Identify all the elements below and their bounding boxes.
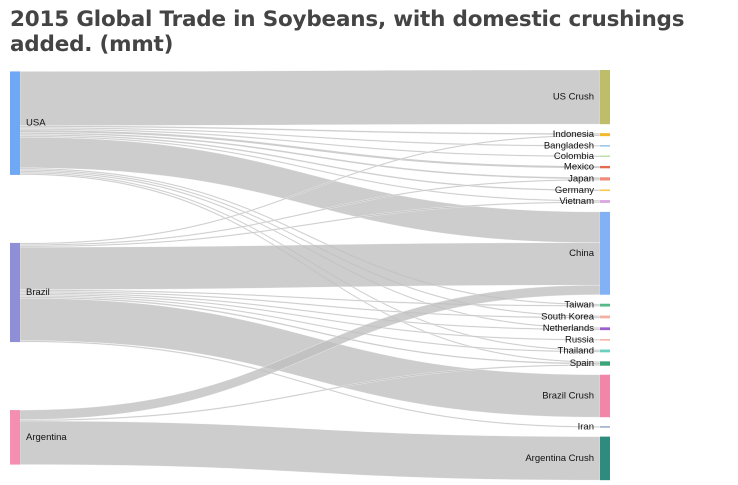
flow-brazil-to-brazil-crush[interactable] bbox=[19, 298, 601, 418]
flow-usa-to-mexico[interactable] bbox=[19, 129, 601, 169]
node-label-netherlands: Netherlands bbox=[543, 323, 594, 334]
node-vietnam[interactable] bbox=[600, 200, 610, 203]
node-label-usa: USA bbox=[26, 118, 46, 129]
node-label-colombia: Colombia bbox=[554, 151, 595, 162]
node-mexico[interactable] bbox=[600, 165, 610, 169]
node-usa[interactable] bbox=[10, 71, 20, 175]
sankey-nodes bbox=[10, 70, 610, 481]
node-label-vietnam: Vietnam bbox=[559, 196, 594, 207]
node-netherlands[interactable] bbox=[600, 327, 610, 331]
node-spain[interactable] bbox=[600, 361, 610, 366]
node-argentina-crush[interactable] bbox=[600, 436, 610, 481]
node-label-mexico: Mexico bbox=[564, 162, 594, 173]
node-iran[interactable] bbox=[600, 426, 610, 428]
node-thailand[interactable] bbox=[600, 349, 610, 353]
sankey-links bbox=[19, 69, 601, 481]
node-us-crush[interactable] bbox=[600, 70, 610, 125]
node-label-japan: Japan bbox=[568, 173, 594, 184]
node-label-argentina-crush: Argentina Crush bbox=[525, 453, 594, 464]
node-brazil-crush[interactable] bbox=[600, 374, 610, 418]
node-label-south-korea: South Korea bbox=[541, 311, 595, 322]
node-germany[interactable] bbox=[600, 189, 610, 192]
node-bangladesh[interactable] bbox=[600, 145, 610, 147]
node-indonesia[interactable] bbox=[600, 133, 610, 137]
node-south-korea[interactable] bbox=[600, 315, 610, 319]
node-label-indonesia: Indonesia bbox=[553, 129, 595, 140]
node-argentina[interactable] bbox=[10, 410, 20, 465]
flow-usa-to-us-crush[interactable] bbox=[19, 69, 601, 126]
node-label-russia: Russia bbox=[565, 334, 595, 345]
node-china[interactable] bbox=[600, 211, 610, 295]
node-taiwan[interactable] bbox=[600, 303, 610, 307]
node-label-brazil-crush: Brazil Crush bbox=[542, 390, 594, 401]
node-label-china: China bbox=[569, 248, 595, 259]
flow-argentina-to-argentina-crush[interactable] bbox=[19, 420, 601, 481]
node-japan[interactable] bbox=[600, 177, 610, 181]
node-russia[interactable] bbox=[600, 339, 610, 341]
node-label-taiwan: Taiwan bbox=[564, 300, 594, 311]
node-label-argentina: Argentina bbox=[26, 432, 67, 443]
node-label-iran: Iran bbox=[578, 421, 594, 432]
flow-brazil-to-china[interactable] bbox=[19, 242, 601, 290]
node-colombia[interactable] bbox=[600, 155, 610, 157]
node-label-brazil: Brazil bbox=[26, 287, 50, 298]
flow-brazil-to-iran[interactable] bbox=[19, 340, 601, 428]
node-label-bangladesh: Bangladesh bbox=[544, 140, 594, 151]
node-brazil[interactable] bbox=[10, 242, 20, 343]
chart-title: 2015 Global Trade in Soybeans, with dome… bbox=[10, 7, 685, 57]
node-label-thailand: Thailand bbox=[558, 345, 594, 356]
node-label-spain: Spain bbox=[570, 358, 594, 369]
node-label-us-crush: US Crush bbox=[553, 92, 594, 103]
node-label-germany: Germany bbox=[555, 185, 594, 196]
sankey-labels: USA Brazil Argentina US Crush IndonesiaBangl… bbox=[26, 92, 595, 464]
